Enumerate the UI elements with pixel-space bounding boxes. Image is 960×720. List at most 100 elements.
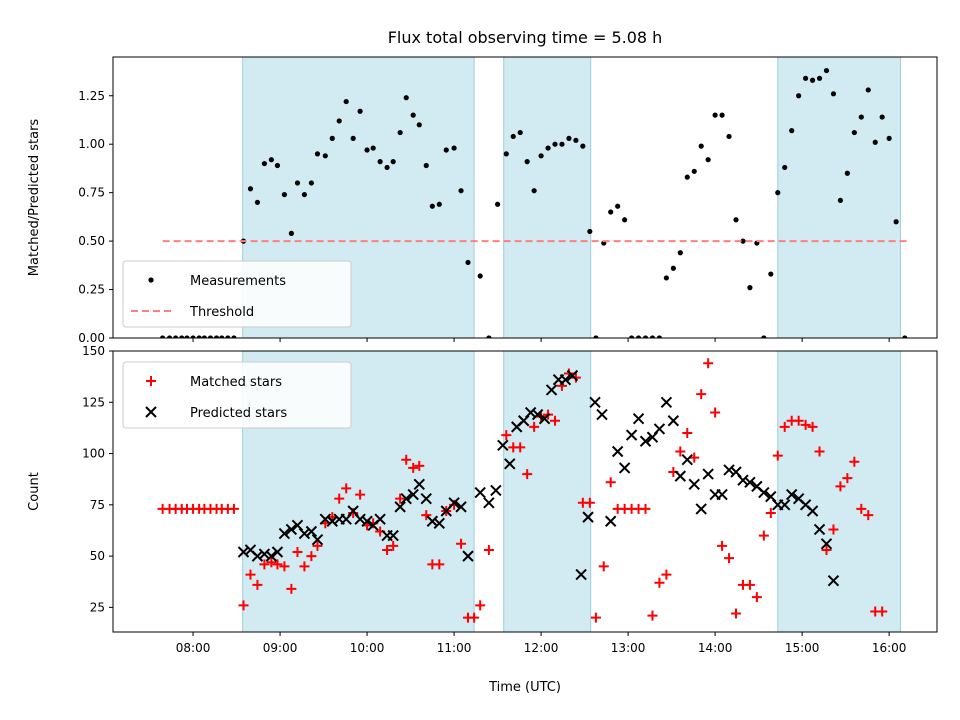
- predicted-stars-point: [632, 412, 645, 425]
- measurements-point: [830, 91, 837, 97]
- predicted-stars-point: [545, 384, 558, 396]
- matched-stars-point: [590, 612, 601, 623]
- legend-marker: [146, 376, 156, 386]
- measurements-point: [201, 335, 207, 338]
- matched-stars-point: [388, 540, 399, 551]
- measurements-point: [494, 201, 501, 207]
- observing-window-shade: [503, 56, 592, 339]
- matched-stars-point: [292, 547, 303, 558]
- matched-stars-point: [765, 508, 776, 519]
- measurements-point: [893, 219, 899, 225]
- predicted-stars-point: [455, 501, 467, 513]
- matched-stars-point: [717, 540, 728, 551]
- predicted-stars-point: [653, 423, 666, 435]
- predicted-stars-point: [785, 488, 798, 501]
- measurements-point: [872, 139, 878, 145]
- measurements-point: [443, 147, 449, 153]
- measurements-point: [268, 157, 274, 163]
- matched-stars-point: [312, 540, 323, 551]
- predicted-stars-point: [413, 478, 425, 491]
- y-tick-label: 50: [90, 549, 105, 563]
- predicted-stars-point: [688, 478, 700, 491]
- measurements-point: [173, 335, 179, 338]
- legend-label: Measurements: [190, 274, 286, 289]
- measurements-point: [545, 145, 551, 151]
- predicted-stars-point: [407, 488, 419, 501]
- measurements-point: [816, 75, 823, 81]
- measurements-point: [231, 335, 237, 338]
- measurements-point: [670, 265, 676, 271]
- predicted-stars-point: [497, 439, 509, 452]
- predicted-stars-point: [618, 462, 631, 474]
- measurements-point: [858, 114, 864, 120]
- matched-stars-point: [842, 473, 853, 484]
- predicted-stars-point: [582, 511, 594, 523]
- y-tick-label: 125: [82, 395, 105, 409]
- measurements-point: [377, 159, 383, 165]
- matched-stars-point: [355, 489, 366, 500]
- predicted-stars-point: [596, 408, 608, 421]
- predicted-stars-point: [716, 488, 728, 501]
- predicted-stars-point: [681, 454, 693, 466]
- measurements-point: [294, 180, 301, 186]
- measurements-point: [608, 209, 614, 215]
- matched-stars-point: [605, 477, 616, 488]
- measurements-point: [691, 168, 697, 174]
- measurements-point: [486, 335, 492, 338]
- legend: Measurements Threshold: [122, 260, 352, 328]
- matched-stars-point: [724, 553, 735, 564]
- measurements-point: [775, 190, 781, 196]
- observing-window-shade: [777, 56, 901, 339]
- predicted-stars-point: [827, 575, 840, 587]
- measurements-point: [837, 197, 844, 204]
- measurements-point: [336, 118, 342, 124]
- matched-stars-point: [501, 430, 512, 441]
- measurements-point: [803, 75, 809, 81]
- measurements-point: [314, 151, 321, 157]
- measurements-point: [705, 157, 711, 163]
- measurements-point: [196, 335, 202, 338]
- measurements-point: [538, 153, 544, 159]
- predicted-stars-point: [737, 474, 749, 486]
- legend-label: Matched stars: [190, 375, 282, 390]
- predicted-stars-point: [589, 396, 601, 408]
- matched-stars-point: [779, 421, 790, 432]
- y-tick-label: 100: [82, 447, 105, 461]
- matched-stars-point: [751, 592, 762, 603]
- measurements-point: [823, 67, 830, 74]
- measurements-point: [902, 335, 908, 338]
- matched-stars-point: [252, 579, 263, 590]
- x-tick-label: 14:00: [698, 641, 733, 655]
- measurements-point: [712, 112, 718, 118]
- predicted-stars-point: [566, 369, 579, 382]
- legend: Matched stars Predicted stars: [122, 361, 352, 429]
- x-tick-label: 16:00: [872, 641, 907, 655]
- matched-stars-point: [536, 411, 547, 422]
- y-axis-label: Matched/Predicted stars: [27, 119, 42, 277]
- measurements-point: [844, 170, 850, 176]
- matched-stars-point: [682, 428, 693, 439]
- predicted-stars-point: [298, 527, 311, 540]
- measurements-point: [628, 335, 635, 338]
- measurements-point: [761, 335, 767, 338]
- measurements-point: [179, 335, 185, 338]
- measurements-point: [410, 112, 416, 118]
- predicted-stars-point: [779, 499, 791, 511]
- measurements-point: [343, 98, 349, 105]
- predicted-stars-point: [400, 492, 412, 505]
- predicted-stars-point: [305, 525, 318, 538]
- measurements-point: [809, 77, 816, 83]
- y-tick-label: 25: [90, 600, 105, 614]
- measurements-point: [357, 108, 363, 114]
- predicted-stars-point: [387, 529, 399, 542]
- measurements-point: [580, 143, 586, 149]
- legend-label: Predicted stars: [190, 406, 287, 421]
- predicted-stars-point: [625, 429, 638, 441]
- matched-stars-point: [814, 446, 825, 457]
- predicted-stars-point: [611, 445, 624, 458]
- matched-stars-point: [570, 372, 581, 383]
- measurements-point: [458, 188, 464, 194]
- predicted-stars-point: [374, 513, 386, 525]
- predicted-stars-point: [504, 458, 516, 470]
